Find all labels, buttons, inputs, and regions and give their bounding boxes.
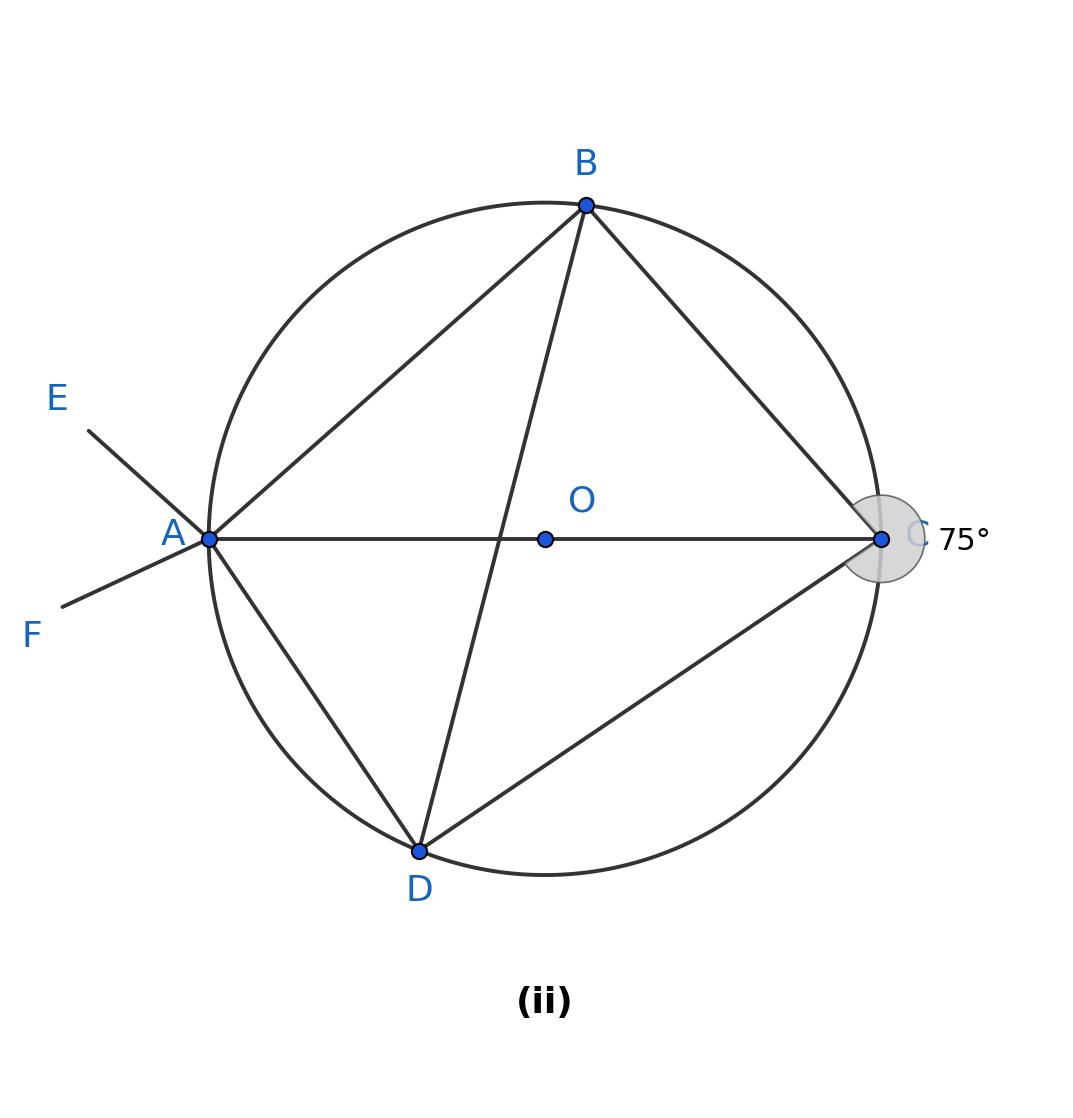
Text: D: D <box>406 874 432 908</box>
Wedge shape <box>844 495 925 582</box>
Text: F: F <box>21 620 42 654</box>
Text: 75°: 75° <box>938 527 991 556</box>
Point <box>536 530 554 548</box>
Text: A: A <box>160 519 186 552</box>
Text: C: C <box>905 519 930 552</box>
Point <box>872 530 890 548</box>
Text: E: E <box>46 383 69 417</box>
Point <box>577 196 594 214</box>
Text: O: O <box>569 484 597 519</box>
Text: B: B <box>574 148 598 181</box>
Point <box>410 842 427 860</box>
Point <box>200 530 217 548</box>
Text: (ii): (ii) <box>516 986 574 1020</box>
